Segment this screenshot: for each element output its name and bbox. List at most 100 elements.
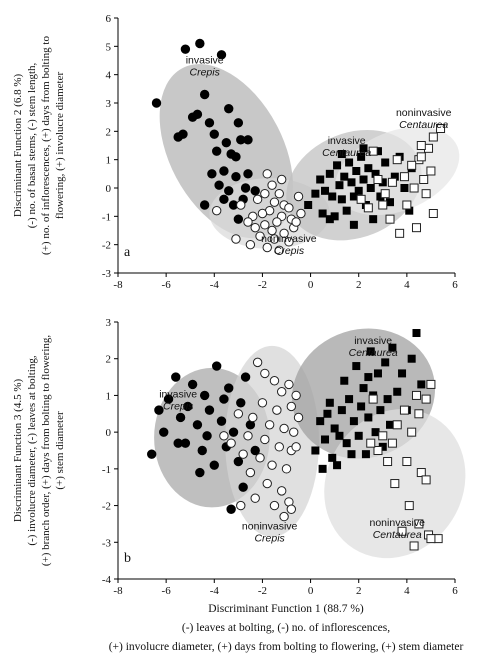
point-invasive-centaurea — [357, 402, 366, 411]
point-invasive-crepis — [211, 146, 222, 156]
point-invasive-centaurea — [369, 215, 378, 224]
y-tick-label: 3 — [106, 98, 112, 110]
point-invasive-crepis — [231, 171, 241, 182]
point-noninvasive-crepis — [291, 442, 301, 452]
point-noninvasive-centaurea — [436, 124, 446, 133]
point-noninvasive-crepis — [226, 438, 236, 448]
point-invasive-centaurea — [386, 198, 395, 207]
point-noninvasive-crepis — [255, 453, 265, 463]
point-invasive-crepis — [197, 445, 207, 456]
point-invasive-crepis — [154, 405, 164, 415]
point-noninvasive-crepis — [236, 500, 246, 511]
point-noninvasive-centaurea — [428, 209, 438, 218]
point-invasive-centaurea — [361, 450, 370, 459]
point-invasive-centaurea — [321, 186, 330, 195]
y-tick-label: -1 — [102, 464, 111, 476]
point-invasive-centaurea — [347, 178, 356, 187]
y-tick-label: 2 — [106, 126, 112, 138]
point-invasive-crepis — [151, 98, 162, 108]
point-noninvasive-crepis — [260, 368, 270, 379]
point-noninvasive-centaurea — [402, 200, 412, 210]
y-axis-label-line: (-) no. of basal stems, (-) stem length, — [26, 62, 38, 228]
x-tick-label: 6 — [452, 585, 458, 597]
point-invasive-crepis — [178, 129, 188, 139]
point-invasive-centaurea — [388, 343, 397, 352]
y-tick-label: -4 — [102, 574, 112, 586]
point-noninvasive-centaurea — [392, 420, 402, 430]
point-noninvasive-centaurea — [407, 427, 417, 437]
point-noninvasive-crepis — [252, 194, 263, 205]
point-noninvasive-crepis — [243, 431, 253, 441]
point-invasive-crepis — [183, 401, 193, 412]
point-noninvasive-crepis — [269, 376, 280, 386]
point-noninvasive-centaurea — [421, 475, 431, 485]
x-tick-label: 6 — [452, 279, 458, 291]
point-noninvasive-centaurea — [428, 132, 438, 142]
point-noninvasive-centaurea — [414, 519, 424, 529]
group-label-line1: noninvasive — [370, 517, 426, 529]
panel-b-scatter-plot: -8 -6 -4 -2 0 2 4 6 -4 -3 -2 -1 0 1 2 3 Discriminant Fun… — [12, 317, 466, 597]
y-axis-label-line: flowering, (+) involucre diameter — [54, 72, 66, 220]
point-noninvasive-centaurea — [404, 501, 414, 511]
panel-a-scatter-plot: -8 -6 -4 -2 0 2 4 6 -3 -2 -1 0 1 2 3 4 5 6 Discriminant Fu… — [12, 13, 460, 291]
point-noninvasive-crepis — [286, 401, 297, 412]
point-noninvasive-crepis — [238, 449, 248, 459]
x-tick-label: -4 — [210, 585, 220, 597]
point-invasive-centaurea — [321, 435, 330, 444]
point-invasive-centaurea — [378, 442, 387, 451]
y-axis-label-line: (+) no. of inflorescences, (+) days from… — [40, 36, 52, 255]
group-label-line1: invasive — [159, 388, 197, 400]
point-noninvasive-centaurea — [390, 479, 400, 489]
point-invasive-centaurea — [325, 398, 334, 407]
point-noninvasive-crepis — [231, 234, 241, 244]
point-noninvasive-crepis — [274, 188, 284, 199]
point-noninvasive-crepis — [267, 225, 277, 236]
point-invasive-crepis — [199, 89, 210, 100]
point-noninvasive-centaurea — [368, 146, 378, 156]
y-tick-label: 2 — [106, 354, 112, 366]
point-noninvasive-centaurea — [366, 438, 376, 448]
point-invasive-centaurea — [333, 461, 342, 470]
point-invasive-crepis — [236, 398, 246, 408]
x-axis-label-line: (-) leaves at bolting, (-) no. of inflor… — [182, 622, 390, 634]
point-invasive-centaurea — [371, 428, 380, 437]
point-invasive-crepis — [238, 482, 248, 492]
point-invasive-centaurea — [376, 406, 385, 415]
point-noninvasive-centaurea — [421, 394, 431, 404]
point-noninvasive-crepis — [272, 405, 282, 415]
x-tick-label: -6 — [162, 585, 172, 597]
point-invasive-centaurea — [378, 178, 387, 187]
point-invasive-crepis — [219, 194, 229, 205]
x-tick-label: -2 — [258, 279, 267, 291]
point-invasive-crepis — [250, 186, 260, 196]
point-noninvasive-centaurea — [399, 172, 409, 182]
point-noninvasive-crepis — [267, 180, 277, 190]
y-axis-label-line: Discriminant Function 3 (4.5 %) — [12, 379, 24, 523]
point-invasive-crepis — [214, 180, 224, 190]
y-tick-label: -1 — [102, 211, 111, 223]
point-invasive-crepis — [233, 456, 244, 467]
group-label-line2: Crepis — [274, 245, 305, 257]
point-noninvasive-centaurea — [387, 177, 397, 187]
point-invasive-centaurea — [318, 209, 327, 218]
y-tick-label: 5 — [106, 41, 112, 53]
point-noninvasive-crepis — [245, 239, 256, 250]
point-noninvasive-crepis — [233, 409, 244, 419]
point-noninvasive-crepis — [284, 203, 294, 213]
point-noninvasive-centaurea — [368, 394, 378, 404]
point-invasive-centaurea — [359, 384, 368, 393]
x-tick-label: -4 — [210, 279, 220, 291]
point-invasive-crepis — [195, 467, 205, 478]
point-invasive-centaurea — [376, 192, 385, 201]
x-tick-label: -8 — [113, 585, 123, 597]
y-tick-label: -2 — [102, 240, 111, 252]
point-invasive-centaurea — [364, 373, 373, 382]
point-invasive-centaurea — [316, 417, 325, 426]
y-axis-label-line: Discriminant Function 2 (6.8 %) — [12, 74, 24, 218]
point-invasive-centaurea — [330, 424, 339, 433]
point-noninvasive-crepis — [289, 427, 299, 437]
point-noninvasive-crepis — [296, 208, 306, 219]
point-noninvasive-centaurea — [421, 189, 431, 199]
point-noninvasive-centaurea — [373, 446, 383, 455]
point-invasive-centaurea — [337, 195, 346, 204]
